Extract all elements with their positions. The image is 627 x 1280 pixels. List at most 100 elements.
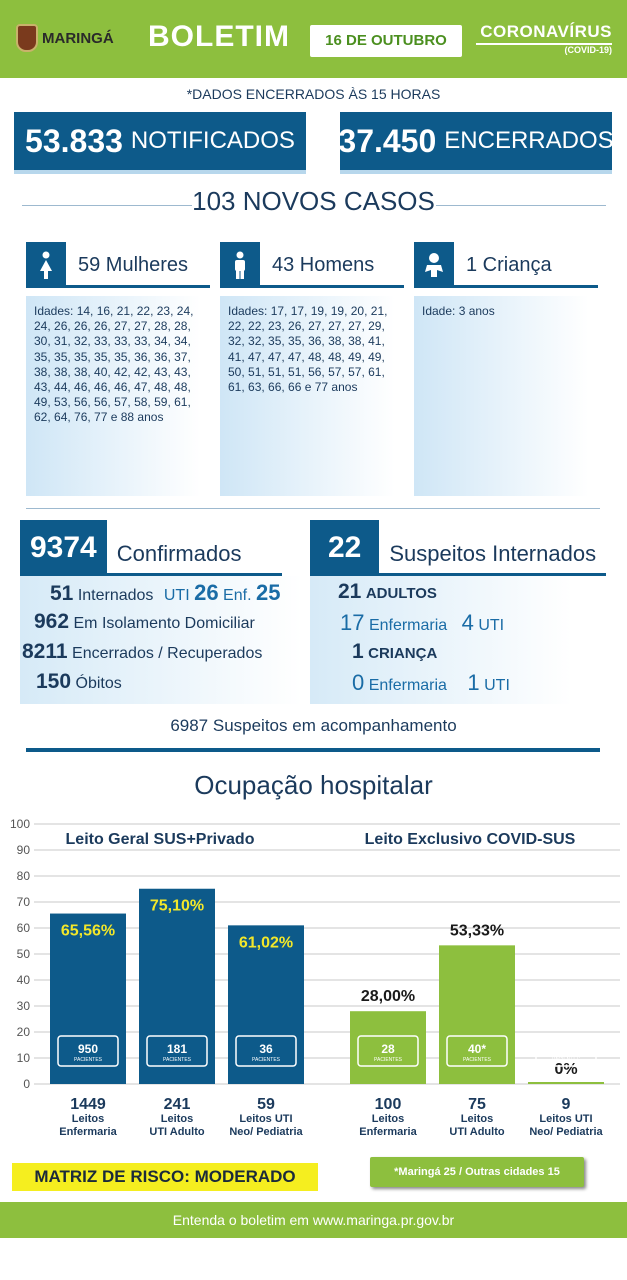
baby-icon <box>414 242 454 288</box>
leitos-type-line2: Enfermaria <box>59 1126 117 1138</box>
bar-percent-label: 28,00% <box>361 988 415 1005</box>
uti-footnote: *Maringá 25 / Outras cidades 15 <box>370 1157 584 1187</box>
confirmados-label: Confirmados <box>106 532 282 576</box>
section-divider <box>26 748 600 752</box>
patients-caption: PACIENTES <box>74 1057 103 1063</box>
suspeitos-label: Suspeitos Internados <box>379 532 606 576</box>
divider-right <box>436 205 606 206</box>
card-crianca-ages: Idade: 3 anos <box>414 296 598 496</box>
leitos-type-line1: Leitos <box>461 1113 493 1125</box>
footer-link[interactable]: Entenda o boletim em www.maringa.pr.gov.… <box>0 1202 627 1238</box>
patients-caption: PACIENTES <box>552 1057 581 1063</box>
patients-caption: PACIENTES <box>374 1057 403 1063</box>
divider-left <box>22 205 192 206</box>
leitos-type-line2: UTI Adulto <box>449 1126 504 1138</box>
y-tick-label: 50 <box>17 947 31 961</box>
leitos-count: 100 <box>375 1096 402 1113</box>
leitos-type-line2: Enfermaria <box>359 1126 417 1138</box>
leitos-type-line2: Neo/ Pediatria <box>229 1126 303 1138</box>
bar-percent-label: 65,56% <box>61 923 115 940</box>
header-bar: MARINGÁ BOLETIM 16 DE OUTUBRO CORONAVÍRU… <box>0 0 627 78</box>
maringa-logo[interactable]: MARINGÁ <box>16 24 114 52</box>
chart-bar <box>528 1082 604 1084</box>
patients-count: 181 <box>167 1042 187 1056</box>
y-tick-label: 90 <box>17 843 31 857</box>
patients-caption: PACIENTES <box>163 1057 192 1063</box>
chart-bars: Leito Geral SUS+Privado65,56%950PACIENTE… <box>50 831 604 1138</box>
recuperados-row: 8211 Encerrados / Recuperados <box>22 640 263 663</box>
card-mulheres-ages: Idades: 14, 16, 21, 22, 23, 24, 24, 26, … <box>26 296 210 496</box>
chart-grid <box>34 823 620 1085</box>
encerrados-box: 37.450 ENCERRADOS <box>338 112 614 174</box>
patients-pill <box>446 1035 508 1067</box>
patients-pill <box>146 1035 208 1067</box>
city-seal-icon <box>16 24 38 52</box>
patients-count: 28 <box>381 1042 395 1056</box>
leitos-type-line2: UTI Adulto <box>149 1126 204 1138</box>
data-cutoff-note: *DADOS ENCERRADOS ÀS 15 HORAS <box>186 86 441 102</box>
adultos-row: 21 ADULTOS <box>338 580 437 603</box>
novos-casos-title: 103 NOVOS CASOS <box>192 186 435 216</box>
risk-matrix-badge: MATRIZ DE RISCO: MODERADO <box>12 1163 318 1191</box>
patients-pill <box>235 1035 297 1067</box>
y-tick-label: 30 <box>17 999 31 1013</box>
patients-pill <box>357 1035 419 1067</box>
confirmados-value: 9374 <box>20 520 107 576</box>
chart-bar <box>350 1011 426 1084</box>
patients-count: 950 <box>78 1042 98 1056</box>
leitos-type-line1: Leitos <box>161 1113 193 1125</box>
internados-row: 51 Internados UTI 26 Enf. 25 <box>50 580 281 605</box>
notificados-box: 53.833 NOTIFICADOS <box>14 112 306 174</box>
patients-pill <box>57 1035 119 1067</box>
acompanhamento-text: 6987 Suspeitos em acompanhamento <box>170 716 457 735</box>
y-tick-label: 40 <box>17 973 31 987</box>
woman-icon <box>26 242 66 288</box>
crianca-row: 1 CRIANÇA <box>352 640 438 663</box>
leitos-count: 241 <box>164 1096 191 1113</box>
bar-percent-label: 0% <box>554 1061 577 1078</box>
notificados-value: 53.833 <box>25 122 123 159</box>
patients-count: 0 <box>563 1042 570 1056</box>
bar-percent-label: 75,10% <box>150 898 204 915</box>
card-mulheres-title: 59 Mulheres <box>66 242 210 288</box>
leitos-count: 59 <box>257 1096 275 1113</box>
y-tick-label: 20 <box>17 1025 31 1039</box>
leitos-type-line1: Leitos UTI <box>539 1113 592 1125</box>
suspeitos-panel: 21 ADULTOS 17 Enfermaria 4 UTI 1 CRIANÇA… <box>310 576 572 704</box>
y-tick-label: 60 <box>17 921 31 935</box>
page-title: BOLETIM <box>148 20 290 53</box>
crianca-detail-row: 0 Enfermaria 1 UTI <box>352 670 510 695</box>
encerrados-value: 37.450 <box>338 122 437 159</box>
confirmados-header: 9374 Confirmados <box>20 520 282 576</box>
suspeitos-value: 22 <box>310 520 380 576</box>
patients-count: 40* <box>468 1042 486 1056</box>
patients-caption: PACIENTES <box>252 1057 281 1063</box>
leitos-type-line2: Neo/ Pediatria <box>529 1126 603 1138</box>
card-crianca: 1 Criança Idade: 3 anos <box>414 242 598 496</box>
patients-count: 36 <box>259 1042 273 1056</box>
encerrados-label: ENCERRADOS <box>444 127 614 154</box>
y-tick-label: 80 <box>17 869 31 883</box>
patients-caption: PACIENTES <box>463 1057 492 1063</box>
leitos-type-line1: Leitos <box>72 1113 104 1125</box>
man-icon <box>220 242 260 288</box>
card-mulheres: 59 Mulheres Idades: 14, 16, 21, 22, 23, … <box>26 242 210 496</box>
chart-group-title: Leito Exclusivo COVID-SUS <box>365 831 576 848</box>
leitos-count: 75 <box>468 1096 486 1113</box>
leitos-count: 9 <box>562 1096 571 1113</box>
notificados-label: NOTIFICADOS <box>130 127 295 154</box>
bar-percent-label: 61,02% <box>239 934 293 951</box>
covid-subtitle: (COVID-19) <box>564 45 612 55</box>
y-tick-label: 10 <box>17 1051 31 1065</box>
card-homens: 43 Homens Idades: 17, 17, 19, 19, 20, 21… <box>220 242 404 496</box>
leitos-count: 1449 <box>70 1096 106 1113</box>
leitos-type-line1: Leitos UTI <box>239 1113 292 1125</box>
ocupacao-title: Ocupação hospitalar <box>194 770 433 800</box>
card-crianca-title: 1 Criança <box>454 242 598 288</box>
coronavirus-label: CORONAVÍRUS (COVID-19) <box>476 22 612 55</box>
card-homens-title: 43 Homens <box>260 242 404 288</box>
chart-y-axis: 0 10 20 30 40 50 60 70 80 90 100 <box>10 817 30 1091</box>
chart-bar <box>228 925 304 1084</box>
y-tick-label: 100 <box>10 817 30 831</box>
